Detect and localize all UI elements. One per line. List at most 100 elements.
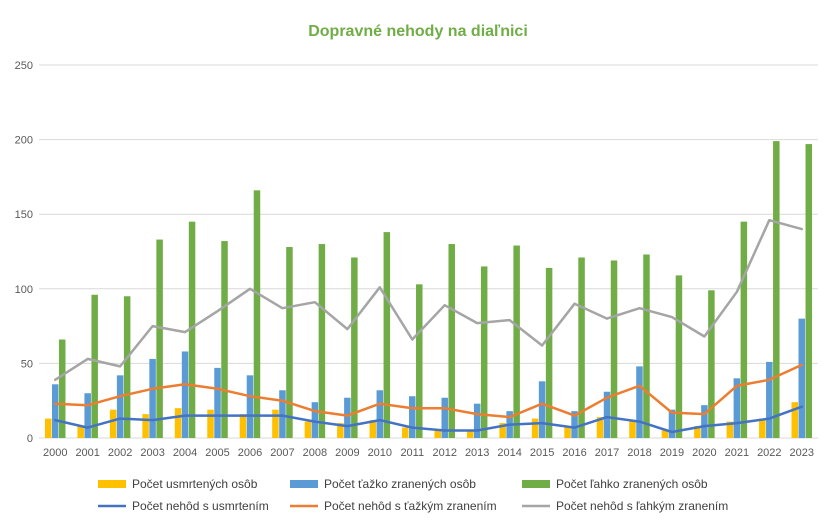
bar-3 bbox=[416, 284, 423, 438]
bar-3 bbox=[91, 294, 98, 438]
legend-label: Počet nehôd s usmrtením bbox=[132, 499, 269, 513]
legend-swatch bbox=[290, 480, 318, 488]
x-tick-label: 2014 bbox=[497, 447, 521, 459]
bar-2 bbox=[571, 411, 578, 438]
chart-title: Dopravné nehody na diaľnici bbox=[308, 23, 528, 40]
x-tick-label: 2005 bbox=[205, 447, 229, 459]
legend-label: Počet usmrtených osôb bbox=[132, 477, 258, 491]
bar-1 bbox=[272, 409, 279, 438]
bar-1 bbox=[661, 430, 669, 438]
bar-3 bbox=[708, 290, 715, 438]
bar-1 bbox=[564, 426, 571, 438]
bar-2 bbox=[279, 390, 286, 438]
bar-2 bbox=[473, 403, 481, 438]
x-tick-label: 2008 bbox=[303, 447, 327, 459]
bar-2 bbox=[441, 397, 448, 438]
bars bbox=[44, 141, 813, 439]
bar-3 bbox=[675, 275, 683, 438]
bar-2 bbox=[84, 393, 91, 438]
legend-swatch bbox=[98, 480, 126, 488]
line-series-1 bbox=[53, 405, 804, 434]
bar-2 bbox=[116, 375, 124, 438]
y-tick-label: 100 bbox=[15, 284, 33, 296]
x-axis-ticks: 2000 2001 2002 2003 2004 2005 2006 2007 2008 2009… bbox=[43, 447, 814, 459]
x-tick-label: 2022 bbox=[757, 447, 781, 459]
bar-3 bbox=[123, 296, 131, 438]
x-tick-label: 2019 bbox=[660, 447, 684, 459]
y-tick-label: 50 bbox=[21, 358, 33, 370]
bar-1 bbox=[142, 414, 149, 438]
bar-3 bbox=[773, 141, 780, 439]
x-tick-label: 2007 bbox=[270, 447, 294, 459]
bar-2 bbox=[344, 397, 351, 438]
bar-2 bbox=[701, 405, 708, 438]
bar-1 bbox=[337, 423, 344, 438]
legend-label: Počet ťažko zranených osôb bbox=[324, 477, 476, 491]
x-tick-label: 2002 bbox=[108, 447, 132, 459]
bar-2 bbox=[51, 384, 59, 438]
x-tick-label: 2000 bbox=[43, 447, 67, 459]
bar-2 bbox=[376, 390, 384, 438]
lines bbox=[53, 218, 804, 434]
bar-3 bbox=[740, 221, 748, 438]
bar-3 bbox=[643, 254, 650, 438]
x-tick-label: 2015 bbox=[530, 447, 554, 459]
bar-3 bbox=[578, 257, 585, 438]
x-tick-label: 2009 bbox=[335, 447, 359, 459]
bar-1 bbox=[466, 430, 474, 438]
bar-2 bbox=[311, 402, 319, 438]
bar-1 bbox=[44, 418, 52, 438]
bar-2 bbox=[798, 318, 806, 438]
bar-1 bbox=[726, 421, 734, 438]
bar-1 bbox=[499, 423, 506, 438]
bar-1 bbox=[174, 408, 182, 438]
bar-2 bbox=[181, 351, 189, 438]
bar-1 bbox=[694, 426, 701, 438]
bar-3 bbox=[610, 260, 618, 438]
bar-3 bbox=[221, 241, 228, 438]
bar-2 bbox=[603, 391, 611, 438]
bar-1 bbox=[304, 421, 312, 438]
line-series-3 bbox=[53, 218, 804, 382]
bar-2 bbox=[766, 361, 773, 438]
bar-2 bbox=[149, 358, 156, 438]
x-tick-label: 2018 bbox=[627, 447, 651, 459]
x-tick-label: 2013 bbox=[465, 447, 489, 459]
bar-1 bbox=[596, 417, 604, 438]
bar-2 bbox=[246, 375, 254, 438]
bar-1 bbox=[402, 427, 409, 438]
bar-2 bbox=[214, 367, 221, 438]
x-tick-label: 2003 bbox=[140, 447, 164, 459]
bar-3 bbox=[58, 339, 66, 438]
y-axis-ticks: 0 50 100 150 200 250 bbox=[15, 60, 33, 445]
bar-1 bbox=[239, 414, 247, 438]
bar-3 bbox=[188, 221, 196, 438]
legend: Počet usmrtených osôb Počet ťažko zranený… bbox=[98, 477, 728, 513]
x-tick-label: 2021 bbox=[725, 447, 749, 459]
bar-2 bbox=[538, 381, 546, 438]
y-tick-label: 0 bbox=[27, 433, 33, 445]
bar-3 bbox=[513, 245, 520, 438]
bar-2 bbox=[409, 396, 416, 438]
bar-3 bbox=[156, 239, 163, 438]
bar-3 bbox=[480, 266, 488, 438]
bar-1 bbox=[207, 409, 214, 438]
line-series-2 bbox=[53, 363, 804, 419]
x-tick-label: 2011 bbox=[400, 447, 424, 459]
x-tick-label: 2017 bbox=[595, 447, 619, 459]
x-tick-label: 2010 bbox=[368, 447, 392, 459]
bar-3 bbox=[383, 232, 391, 438]
bar-3 bbox=[448, 244, 455, 438]
y-tick-label: 250 bbox=[15, 60, 33, 72]
legend-swatch bbox=[522, 480, 550, 488]
legend-label: Počet nehôd s ľahkým zranením bbox=[556, 499, 728, 513]
bar-1 bbox=[369, 420, 377, 438]
bar-1 bbox=[759, 418, 766, 438]
y-tick-label: 200 bbox=[15, 135, 33, 147]
bar-3 bbox=[805, 144, 813, 439]
bar-1 bbox=[531, 418, 539, 438]
bar-3 bbox=[545, 267, 553, 438]
bar-1 bbox=[791, 402, 799, 438]
